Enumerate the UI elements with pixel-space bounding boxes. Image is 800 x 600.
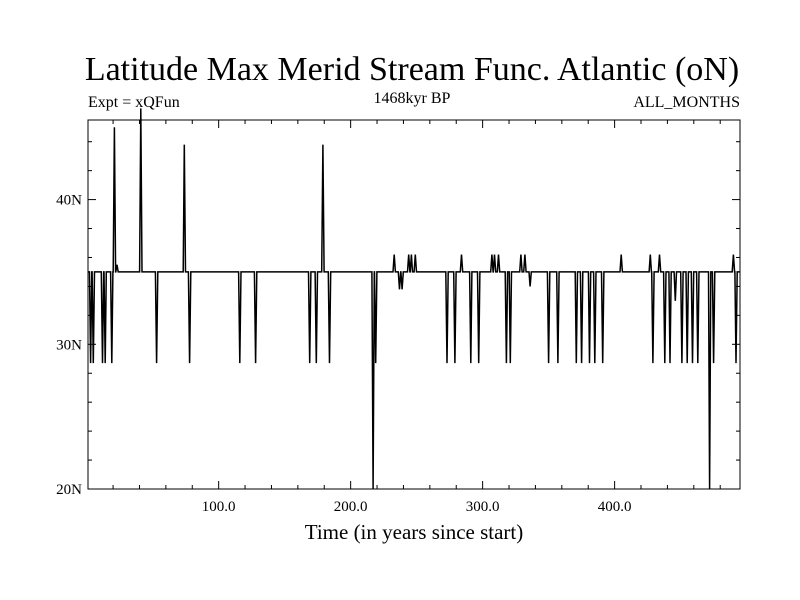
center-string: 1468kyr BP <box>374 90 451 107</box>
y-tick-labels: 20N 30N 40N <box>56 193 82 498</box>
plot-frame <box>87 119 741 490</box>
x-axis-label: Time (in years since start) <box>305 520 524 544</box>
series-line <box>88 108 740 490</box>
x-tick-label: 300.0 <box>466 499 500 515</box>
x-tick-label: 200.0 <box>334 499 368 515</box>
left-string: Expt = xQFun <box>88 94 180 111</box>
x-tick-labels: 100.0 200.0 300.0 400.0 <box>202 499 632 515</box>
right-string: ALL_MONTHS <box>633 94 740 111</box>
y-tick-label: 20N <box>56 482 82 498</box>
chart-title: Latitude Max Merid Stream Func. Atlantic… <box>85 51 739 88</box>
y-tick-label: 40N <box>56 193 82 209</box>
axis-ticks <box>88 120 740 489</box>
y-tick-label: 30N <box>56 337 82 353</box>
x-tick-label: 100.0 <box>202 499 236 515</box>
x-tick-label: 400.0 <box>598 499 632 515</box>
